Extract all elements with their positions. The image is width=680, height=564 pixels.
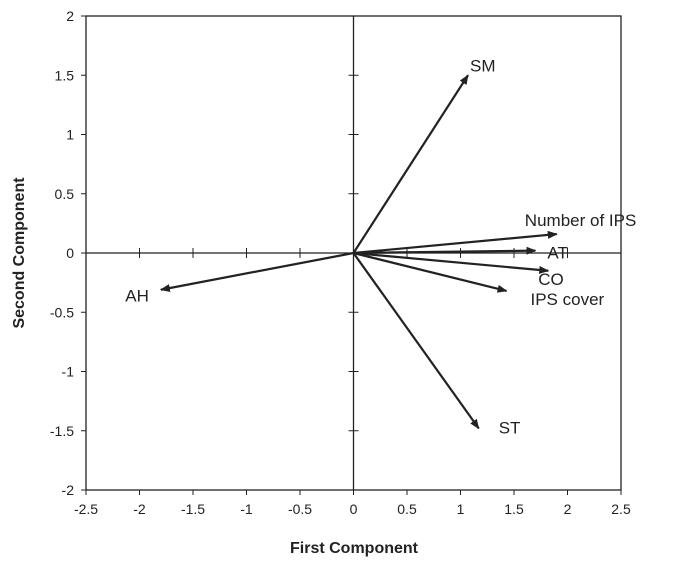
vector-co xyxy=(353,251,550,274)
vector-label-sm: SM xyxy=(470,56,496,75)
x-tick-label: -0.5 xyxy=(288,501,312,517)
vector-label-ah: AH xyxy=(125,287,149,306)
x-tick-label: -2 xyxy=(133,501,146,517)
vector-st xyxy=(352,252,480,430)
x-axis-title: First Component xyxy=(290,540,419,557)
y-tick-label: 0.5 xyxy=(55,186,75,202)
x-tick-label: -2.5 xyxy=(74,501,98,517)
x-tick-label: -1 xyxy=(240,501,253,517)
vector-label-st: ST xyxy=(499,418,521,437)
y-tick-label: -1.5 xyxy=(50,423,74,439)
y-tick-label: 0 xyxy=(66,245,74,261)
y-axis-title: Second Component xyxy=(11,177,28,329)
y-tick-label: -1 xyxy=(62,364,75,380)
x-tick-label: -1.5 xyxy=(181,501,205,517)
y-tick-label: 1 xyxy=(66,127,74,143)
vector-label-at: AT xyxy=(547,244,567,263)
vector-number-of-ips xyxy=(353,230,558,255)
x-tick-label: 1.5 xyxy=(504,501,524,517)
vector-at xyxy=(353,246,537,255)
vector-label-number-of-ips: Number of IPS xyxy=(525,211,637,230)
y-tick-label: 1.5 xyxy=(55,67,75,83)
vector-ips-cover xyxy=(353,251,508,293)
y-tick-label: -2 xyxy=(62,482,75,498)
x-tick-label: 2.5 xyxy=(611,501,631,517)
x-tick-label: 1 xyxy=(457,501,465,517)
y-tick-label: 2 xyxy=(66,8,74,24)
vector-ah xyxy=(159,251,354,292)
y-tick-label: -0.5 xyxy=(50,304,74,320)
vector-sm xyxy=(352,74,469,254)
x-tick-label: 0 xyxy=(350,501,358,517)
x-tick-label: 0.5 xyxy=(397,501,417,517)
vector-label-co: CO xyxy=(538,270,564,289)
x-tick-label: 2 xyxy=(564,501,572,517)
vector-label-ips-cover: IPS cover xyxy=(531,290,605,309)
